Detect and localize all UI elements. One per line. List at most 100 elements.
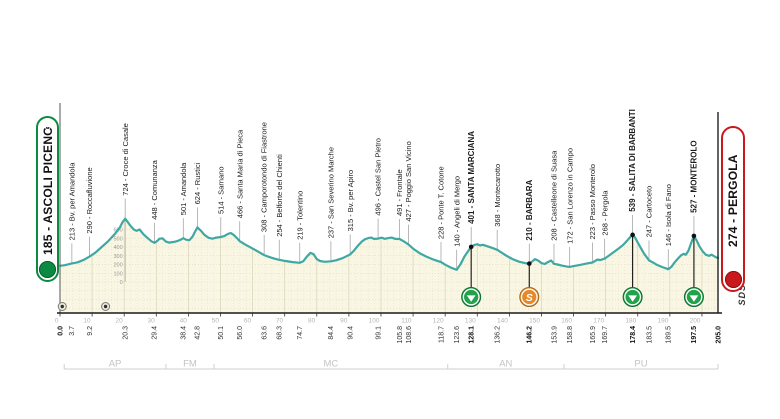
region-label: MC	[324, 359, 339, 370]
elevation-ruler-value: 200	[113, 263, 122, 269]
km-mark: 169.7	[602, 326, 609, 344]
km-mark: 50.1	[218, 326, 225, 340]
region-label: FM	[183, 359, 197, 370]
waypoint-label: 308 - Camporotondo di Fiastrone	[260, 122, 269, 232]
waypoint-label: 290 - Roccafluvione	[85, 167, 94, 233]
waypoint-label: 368 - Montecarotto	[493, 164, 502, 227]
km-mark: 189.5	[666, 326, 673, 344]
waypoint-label: 491 - Frontale	[395, 169, 404, 216]
waypoints: 213 - Bv. per Amandola 290 - Roccafluvion…	[68, 109, 699, 286]
km-mark: 118.7	[438, 326, 445, 343]
finish-location-badge: 274 - PERGOLA	[721, 126, 745, 292]
waypoint-label: 223 - Passo Monterolo	[588, 164, 597, 239]
waypoint-label: 448 - Comunanza	[150, 159, 159, 219]
elevation-ruler-value: 400	[113, 245, 122, 251]
finish-location-label: 274 - PERGOLA	[726, 154, 740, 248]
waypoint-label: 466 - Santa Maria di Pieca	[235, 129, 244, 218]
region-label: AN	[499, 359, 512, 370]
svg-text:10: 10	[83, 318, 91, 325]
km-mark: 68.3	[277, 326, 284, 340]
km-mark: 56.0	[237, 326, 244, 340]
km-mark: 84.4	[328, 326, 335, 340]
waypoint-label: 401 - SANTA MARCIANA	[467, 131, 476, 224]
waypoint-label: 172 - San Lorenzo in Campo	[565, 148, 574, 244]
km-mark: 90.4	[348, 326, 355, 340]
waypoint-label: 514 - Sarnano	[216, 166, 225, 214]
km-mark: 128.1	[469, 326, 476, 344]
km-mark: 63.6	[261, 326, 268, 340]
km-mark: 123.6	[454, 326, 461, 344]
svg-text:160: 160	[561, 318, 572, 325]
svg-text:60: 60	[244, 318, 252, 325]
start-location-badge: 185 - ASCOLI PICENO	[36, 116, 59, 282]
elevation-ruler-value: 0	[120, 280, 123, 286]
svg-text:180: 180	[625, 318, 636, 325]
km-mark: 108.6	[406, 326, 413, 344]
cyclist-icon	[38, 119, 56, 278]
waypoint-label: 539 - SALITA DI BARBANTI	[628, 109, 637, 212]
svg-text:140: 140	[497, 318, 508, 325]
km-mark: 205.0	[715, 326, 722, 344]
waypoint-label: 624 - Rustici	[193, 162, 202, 204]
km-mark: 20.3	[123, 326, 130, 340]
km-mark: 183.5	[646, 326, 653, 344]
x-axis-scale: 0 10 20 30 40 50 60 70 80 90 100 110 120 130 140 150 160…	[55, 313, 703, 325]
profile-area-fill	[60, 218, 718, 313]
svg-text:150: 150	[529, 318, 540, 325]
km-mark: 197.5	[691, 326, 698, 344]
km-mark: 178.4	[630, 326, 637, 344]
elevation-ruler-value: 500	[113, 236, 122, 242]
svg-text:20: 20	[115, 318, 123, 325]
svg-text:80: 80	[308, 318, 316, 325]
km-mark: 38.4	[181, 326, 188, 340]
cyclist-icon	[723, 129, 742, 288]
gpm-triangle-icon	[628, 295, 638, 302]
waypoint-label: 247 - Cartoceto	[645, 186, 654, 238]
elevation-ruler-value: 300	[113, 254, 122, 260]
km-mark: 0.0	[57, 326, 64, 336]
region-label: AP	[109, 359, 122, 370]
road-marker-icon	[57, 302, 67, 311]
gpm-marker	[683, 233, 704, 307]
svg-text:110: 110	[401, 318, 412, 325]
km-mark: 153.9	[551, 326, 558, 344]
km-mark: 99.1	[375, 326, 382, 340]
km-mark: 42.8	[195, 326, 202, 340]
waypoint-label: 268 - Pergola	[600, 190, 609, 236]
gpm-triangle-icon	[689, 295, 699, 302]
km-mark: 146.2	[527, 326, 534, 344]
gpm-triangle-icon	[466, 295, 476, 302]
svg-text:50: 50	[212, 318, 220, 325]
svg-text:200: 200	[690, 318, 701, 325]
waypoint-label: 213 - Bv. per Amandola	[68, 162, 77, 241]
road-marker-icon	[101, 302, 111, 311]
svg-text:120: 120	[433, 318, 444, 325]
svg-text:90: 90	[340, 318, 348, 325]
svg-text:100: 100	[369, 318, 380, 325]
km-mark: 165.9	[590, 326, 597, 344]
waypoint-label: 208 - Castelleone di Suasa	[550, 150, 559, 241]
waypoint-label: 146 - Isola di Fano	[664, 184, 673, 246]
gpm-marker	[461, 244, 482, 307]
waypoint-label: 527 - MONTEROLO	[690, 140, 699, 212]
sprint-marker: S	[519, 261, 540, 307]
waypoint-label: 210 - BARBARA	[525, 179, 534, 240]
waypoint-label: 724 - Croce di Casale	[121, 123, 130, 196]
waypoint-label: 228 - Ponte T. Cotone	[437, 166, 446, 239]
start-location-label: 185 - ASCOLI PICENO	[40, 126, 55, 256]
sprint-s-icon: S	[526, 292, 533, 304]
svg-text:190: 190	[657, 318, 668, 325]
km-mark: 9.2	[87, 326, 94, 336]
km-mark: 158.8	[567, 326, 574, 344]
gpm-marker	[622, 232, 643, 307]
svg-text:170: 170	[593, 318, 604, 325]
waypoint-label: 501 - Amandola	[179, 162, 188, 215]
km-mark: 136.2	[495, 326, 502, 344]
waypoint-label: 219 - Tolentino	[295, 191, 304, 240]
elevation-ruler-value: 100	[113, 271, 122, 277]
km-mark: 105.8	[397, 326, 404, 344]
waypoint-label: 427 - Poggio San Vicino	[404, 141, 413, 221]
waypoint-label: 496 - Castel San Pietro	[374, 138, 383, 216]
